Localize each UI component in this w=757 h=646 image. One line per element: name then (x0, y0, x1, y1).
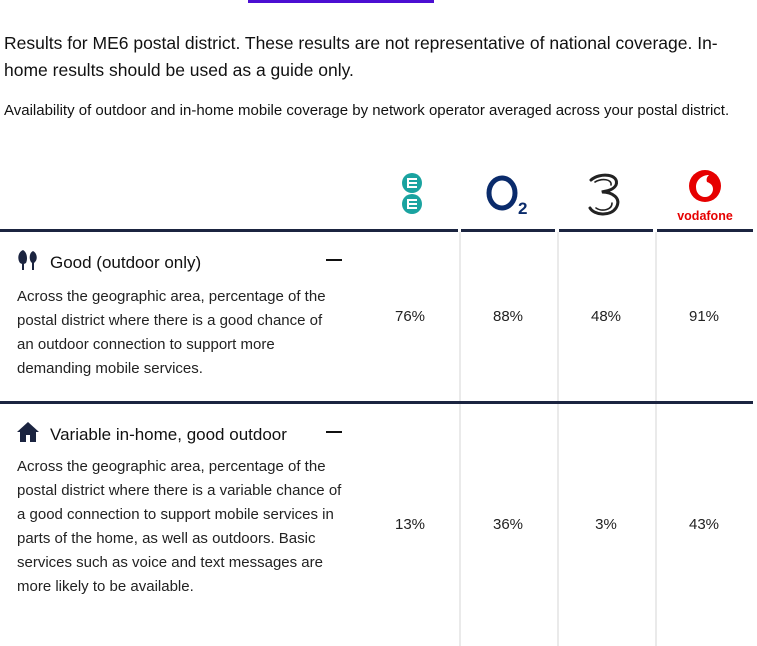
column-divider (557, 232, 559, 646)
vodafone-logo: vodafone (672, 168, 738, 224)
header-divider (559, 229, 653, 232)
house-icon (16, 420, 40, 449)
header-divider (657, 229, 753, 232)
header-divider (0, 229, 458, 232)
row-description: Across the geographic area, percentage o… (17, 288, 326, 377)
row-header-variable-inhome[interactable]: Variable in-home, good outdoor (16, 420, 287, 449)
trees-icon (16, 248, 40, 277)
vodafone-wordmark: vodafone (677, 209, 733, 223)
collapse-button[interactable] (326, 259, 342, 261)
o2-logo: 2 (480, 170, 538, 218)
o2-value: 88% (492, 308, 524, 325)
column-divider (655, 232, 657, 646)
row-title: Good (outdoor only) (50, 252, 202, 272)
ee-value: 13% (394, 516, 426, 533)
three-value: 3% (595, 516, 617, 533)
results-heading: Results for ME6 postal district. These r… (4, 33, 718, 80)
three-logo (582, 170, 628, 218)
three-value: 48% (590, 308, 622, 325)
ee-value: 76% (394, 308, 426, 325)
row-divider (0, 401, 753, 404)
column-divider (459, 232, 461, 646)
row-title: Variable in-home, good outdoor (50, 424, 287, 444)
o2-subscript: 2 (518, 199, 527, 218)
active-tab-indicator (248, 0, 434, 3)
row-header-good-outdoor[interactable]: Good (outdoor only) (16, 248, 201, 277)
vodafone-value: 43% (688, 516, 720, 533)
vodafone-value: 91% (688, 308, 720, 325)
o2-value: 36% (492, 516, 524, 533)
results-subheading: Availability of outdoor and in-home mobi… (4, 102, 730, 119)
header-divider (461, 229, 555, 232)
collapse-button[interactable] (326, 431, 342, 433)
row-description: Across the geographic area, percentage o… (17, 458, 342, 595)
ee-logo (398, 172, 426, 216)
